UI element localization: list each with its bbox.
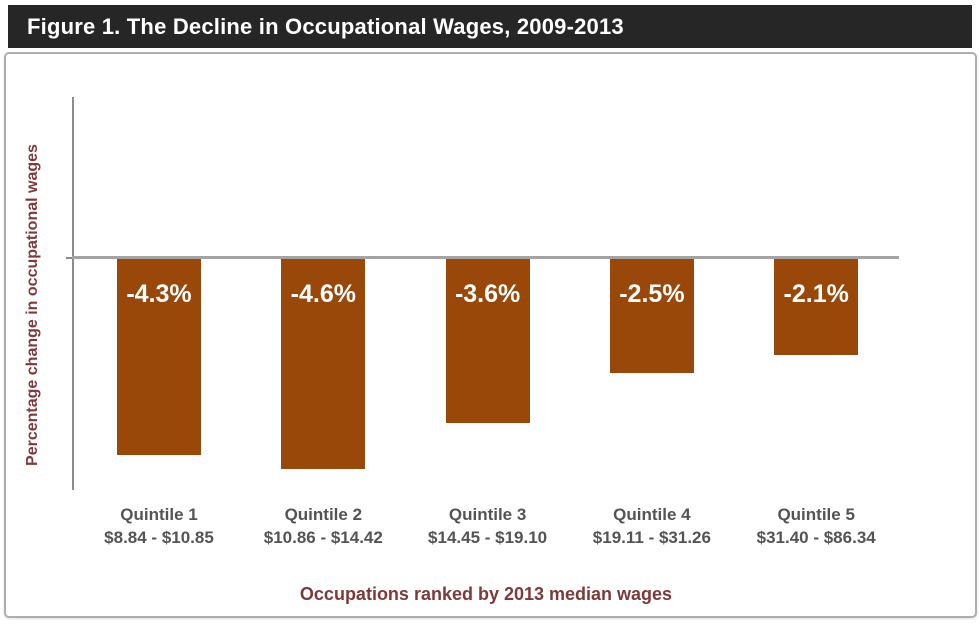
y-axis-zero-tick bbox=[66, 257, 72, 259]
bar-value-label: -3.6% bbox=[454, 280, 521, 308]
category-range: $8.84 - $10.85 bbox=[104, 528, 214, 547]
bar-value-label: -4.6% bbox=[290, 280, 356, 308]
bar-quintile-2: -4.6% bbox=[281, 259, 366, 469]
x-axis-zero-line bbox=[72, 256, 899, 259]
category-label-quintile-2: Quintile 2 $10.86 - $14.42 bbox=[238, 503, 408, 549]
category-name: Quintile 3 bbox=[448, 505, 527, 524]
category-name: Quintile 5 bbox=[777, 505, 855, 524]
category-name: Quintile 1 bbox=[120, 505, 198, 524]
bar-quintile-3: -3.6% bbox=[445, 259, 530, 423]
y-axis-line bbox=[72, 97, 74, 490]
bar-quintile-5: -2.1% bbox=[774, 259, 859, 355]
x-axis-title: Occupations ranked by 2013 median wages bbox=[299, 584, 673, 604]
category-label-quintile-3: Quintile 3 $14.45 - $19.10 bbox=[403, 503, 573, 549]
category-range: $14.45 - $19.10 bbox=[428, 528, 548, 547]
figure-title: Figure 1. The Decline in Occupational Wa… bbox=[27, 13, 624, 39]
bar-value-label: -4.3% bbox=[126, 280, 192, 308]
category-range: $19.11 - $31.26 bbox=[592, 528, 711, 547]
category-label-quintile-5: Quintile 5 $31.40 - $86.34 bbox=[731, 503, 901, 549]
bar-value-label: -2.1% bbox=[783, 280, 849, 308]
category-range: $31.40 - $86.34 bbox=[756, 528, 876, 547]
figure-title-bar: Figure 1. The Decline in Occupational Wa… bbox=[8, 5, 972, 48]
category-label-quintile-4: Quintile 4 $19.11 - $31.26 bbox=[567, 503, 737, 549]
bar-value-label: -2.5% bbox=[619, 280, 685, 308]
category-name: Quintile 4 bbox=[613, 505, 691, 524]
category-label-quintile-1: Quintile 1 $8.84 - $10.85 bbox=[74, 503, 244, 549]
bar-quintile-1: -4.3% bbox=[117, 259, 201, 455]
bar-quintile-4: -2.5% bbox=[609, 259, 694, 373]
category-range: $10.86 - $14.42 bbox=[263, 528, 383, 547]
category-name: Quintile 2 bbox=[284, 505, 363, 524]
